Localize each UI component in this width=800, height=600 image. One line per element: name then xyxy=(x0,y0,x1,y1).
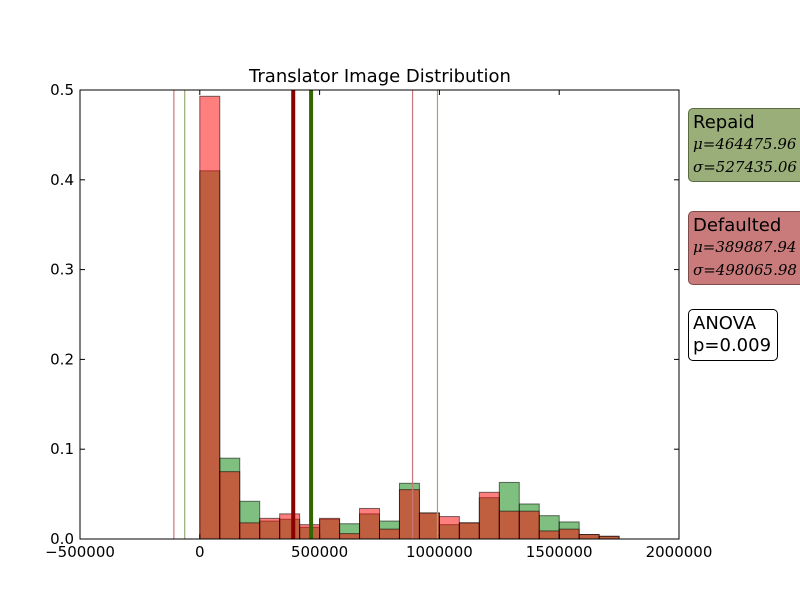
anova-label: ANOVA xyxy=(693,313,757,334)
defaulted-std: σ=498065.98 xyxy=(693,261,797,279)
bar-defaulted-9 xyxy=(379,528,400,540)
bar-defaulted-11 xyxy=(418,512,440,540)
bar-defaulted-17 xyxy=(538,530,560,540)
defaulted-mean: μ=389887.94 xyxy=(693,238,797,256)
bar-defaulted-8 xyxy=(359,507,381,540)
x-tick-label: −500000 xyxy=(45,543,115,561)
bar-defaulted-13 xyxy=(458,522,480,540)
defaulted-stats-box: Defaulted μ=389887.94 σ=498065.98 xyxy=(688,211,800,285)
y-tick-label: 0.4 xyxy=(50,171,74,189)
chart-title: Translator Image Distribution xyxy=(248,66,511,87)
repaid-label: Repaid xyxy=(693,112,755,133)
bar-defaulted-15 xyxy=(498,510,520,540)
bar-defaulted-12 xyxy=(438,516,460,540)
bar-defaulted-2 xyxy=(239,522,261,540)
y-tick-label: 0.0 xyxy=(50,530,74,548)
repaid-stats-box: Repaid μ=464475.96 σ=527435.06 xyxy=(688,108,800,182)
bar-defaulted-18 xyxy=(558,528,580,540)
x-tick-label: 2000000 xyxy=(646,543,713,561)
y-axis: 0.0 0.1 0.2 0.3 0.4 0.5 xyxy=(50,81,679,548)
bar-defaulted-19 xyxy=(578,534,600,540)
bar-defaulted-16 xyxy=(518,510,540,540)
bar-defaulted-14 xyxy=(478,491,500,540)
bar-defaulted-0 xyxy=(199,95,221,540)
anova-p-value: p=0.009 xyxy=(693,335,772,356)
bar-defaulted-7 xyxy=(339,533,361,540)
reference-lines xyxy=(173,90,439,539)
repaid-mean: μ=464475.96 xyxy=(693,135,797,153)
bar-defaulted-6 xyxy=(319,517,341,540)
defaulted-label: Defaulted xyxy=(693,215,782,236)
bar-defaulted-4 xyxy=(279,513,301,540)
series-repaid-bars xyxy=(199,170,620,540)
y-tick-label: 0.1 xyxy=(50,440,74,458)
y-tick-label: 0.5 xyxy=(50,81,74,99)
x-tick-label: 500000 xyxy=(291,543,348,561)
y-tick-label: 0.2 xyxy=(50,350,74,368)
bar-defaulted-3 xyxy=(259,517,281,540)
x-tick-label: 0 xyxy=(195,543,205,561)
plot-frame xyxy=(79,89,680,540)
x-tick-label: 1000000 xyxy=(406,543,473,561)
anova-box: ANOVA p=0.009 xyxy=(688,309,778,361)
bar-defaulted-10 xyxy=(398,489,420,540)
bar-defaulted-1 xyxy=(219,471,241,540)
x-tick-label: 1500000 xyxy=(526,543,593,561)
y-tick-label: 0.3 xyxy=(50,261,74,279)
x-axis: −500000 0 500000 1000000 1500000 2000000 xyxy=(45,90,712,561)
repaid-std: σ=527435.06 xyxy=(693,158,797,176)
series-defaulted-bars xyxy=(199,95,620,540)
